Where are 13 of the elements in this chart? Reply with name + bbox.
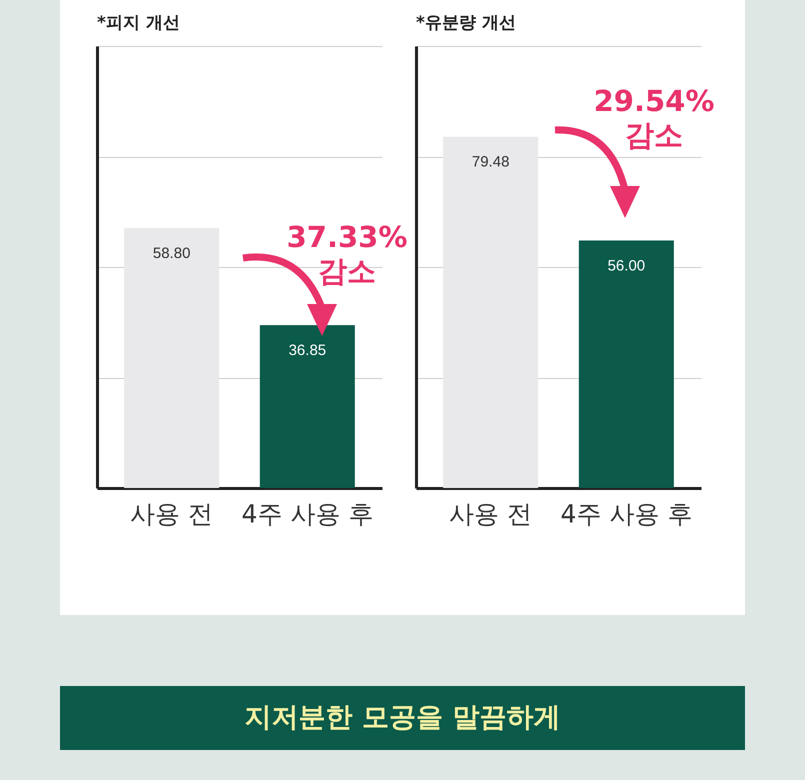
annotation: 29.54% 감소 [592, 84, 716, 152]
chart-title: *피지 개선 [97, 13, 180, 33]
data-label: 56.00 [608, 257, 646, 274]
x-tick-label: 사용 전 [449, 500, 532, 528]
annotation: 37.33% 감소 [286, 220, 408, 288]
text: 지저분한 모공을 말끔하게 [60, 686, 745, 750]
x-tick-label: 4주 사용 후 [560, 500, 692, 528]
x-tick-label: 사용 전 [130, 500, 214, 528]
data-label: 79.48 [472, 154, 510, 171]
chart-title: *유분량 개선 [416, 13, 516, 33]
x-tick-label: 4주 사용 후 [241, 500, 374, 528]
data-label: 58.80 [152, 245, 190, 262]
data-label: 36.85 [288, 342, 326, 360]
